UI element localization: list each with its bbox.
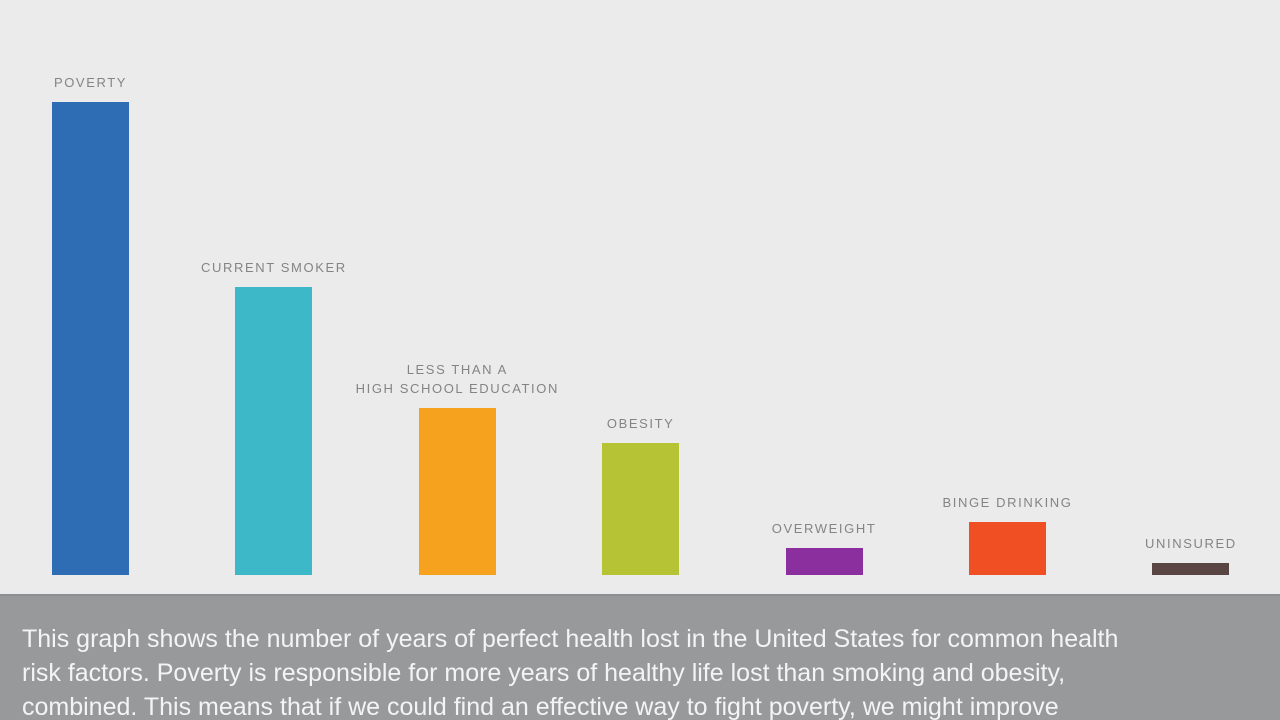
bar-label-poverty: POVERTY xyxy=(53,75,128,90)
bar-label-less-than-high-school-education: LESS THAN A HIGH SCHOOL EDUCATION xyxy=(355,362,559,396)
bar-label-uninsured: UNINSURED xyxy=(1145,536,1237,551)
bar-less-than-high-school-education xyxy=(418,408,496,575)
bar-obesity xyxy=(602,443,680,575)
bar-binge-drinking xyxy=(969,522,1046,575)
caption-text: This graph shows the number of years of … xyxy=(0,596,1280,720)
bar-label-current-smoker: CURRENT SMOKER xyxy=(201,260,347,275)
bar-overweight xyxy=(785,548,863,575)
bar-label-binge-drinking: BINGE DRINKING xyxy=(942,495,1073,510)
caption-line-3: combined. This means that if we could fi… xyxy=(22,693,1059,720)
bar-label-obesity: OBESITY xyxy=(606,416,675,431)
caption-line-1: This graph shows the number of years of … xyxy=(22,625,1119,653)
caption-line-2: risk factors. Poverty is responsible for… xyxy=(22,659,1066,687)
bar-uninsured xyxy=(1152,563,1230,575)
bar-current-smoker xyxy=(235,287,313,575)
caption-band: This graph shows the number of years of … xyxy=(0,594,1280,720)
bar-poverty xyxy=(52,102,129,575)
bar-label-overweight: OVERWEIGHT xyxy=(771,521,877,536)
